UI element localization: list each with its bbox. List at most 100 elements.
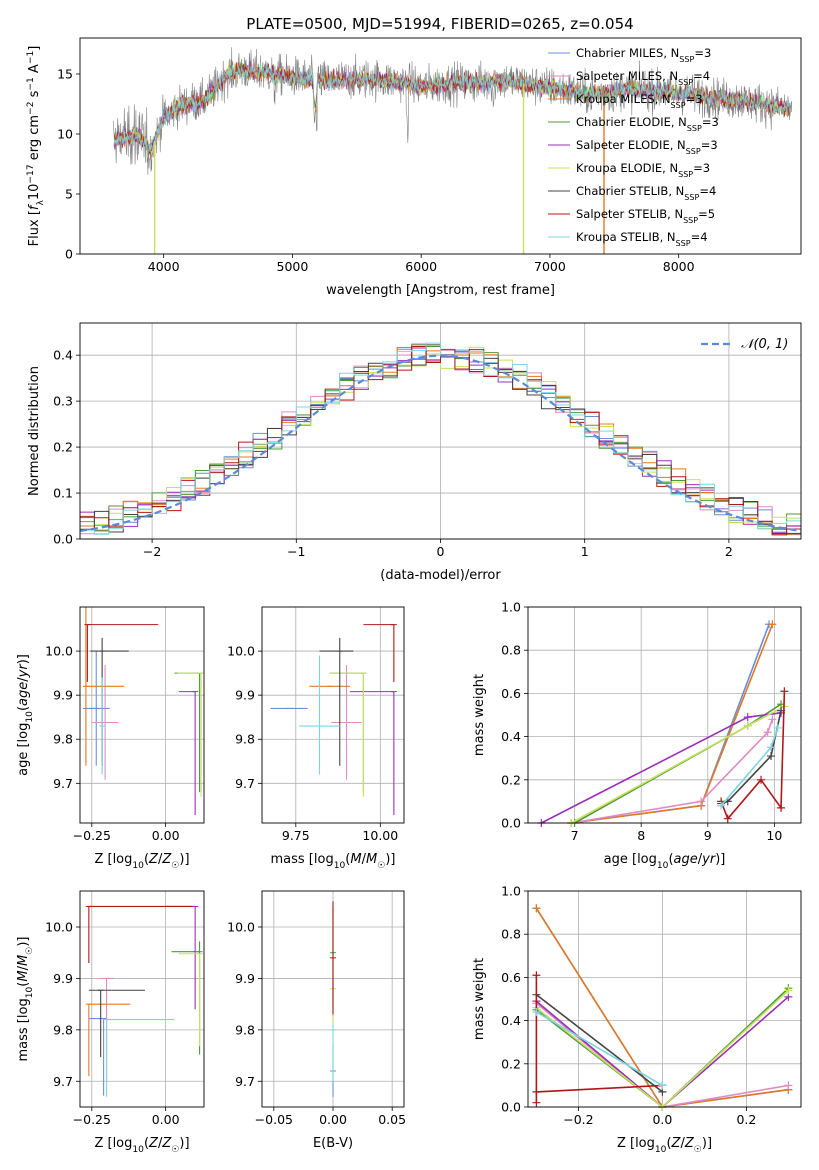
- y-tick-label: 9.7: [53, 776, 73, 791]
- y-tick-label: 10.0: [45, 644, 73, 659]
- x-tick-label: 0.00: [319, 1112, 347, 1127]
- y-tick-label: 0.2: [501, 772, 521, 787]
- x-tick-label: 0.05: [378, 1112, 406, 1127]
- series-marker-c5: [743, 721, 752, 730]
- x-tick-label: 0: [437, 544, 445, 559]
- y-tick-label: 9.7: [53, 1074, 73, 1089]
- axes-frame: [261, 890, 405, 1108]
- y-tick-label: 9.8: [235, 1022, 255, 1037]
- y-tick-label: 15: [57, 67, 73, 82]
- chart-weight-vs-age: 7 8 9 10 0.0 0.2 0.4 0.6 0.8 1.0 age [log10(age/yr…: [472, 600, 802, 871]
- x-tick-label: 2: [725, 544, 733, 559]
- x-tick-label: 10.00: [362, 828, 398, 843]
- x-tick-label: −1: [287, 544, 305, 559]
- x-tick-label: 0.0: [652, 1112, 672, 1127]
- axes-frame: [79, 606, 205, 824]
- legend-label: Chabrier STELIB, NSSP=4: [576, 184, 716, 202]
- y-tick-label: 10.0: [227, 920, 255, 935]
- axes-frame: [79, 37, 802, 255]
- y-tick-label: 0.0: [501, 1100, 521, 1115]
- series-marker-c8: [658, 1081, 667, 1090]
- x-axis-label: wavelength [Angstrom, rest frame]: [326, 283, 555, 298]
- x-axis-label: mass [log10(M/M☉)]: [270, 852, 395, 871]
- x-tick-label: −0.25: [73, 1112, 111, 1127]
- series-marker-c8: [532, 1007, 541, 1016]
- y-tick-label: 9.9: [53, 688, 73, 703]
- series-marker-c1: [784, 1081, 793, 1090]
- observed-spectrum: [113, 47, 792, 175]
- series-line-c7: [535, 975, 663, 1103]
- x-tick-label: 4000: [148, 259, 180, 274]
- series-marker-c8: [773, 723, 782, 732]
- y-tick-label: 0.8: [501, 927, 521, 942]
- axes-frame: [527, 890, 802, 1108]
- series-line-c1: [571, 719, 774, 824]
- y-tick-label: 0.0: [501, 816, 521, 831]
- y-tick-label: 0.2: [501, 1056, 521, 1071]
- chart-age-vs-mass: 9.75 10.00 9.7 9.8 9.9 10.0 mass [log10(M/M☉)]: [227, 606, 405, 871]
- x-tick-label: −0.05: [255, 1112, 293, 1127]
- y-tick-label: 0.4: [501, 1013, 521, 1028]
- x-tick-label: −0.25: [73, 828, 111, 843]
- y-tick-label: 0.6: [501, 686, 521, 701]
- series-marker-c6: [767, 752, 776, 761]
- x-tick-label: 9.75: [282, 828, 310, 843]
- x-tick-label: 9: [704, 828, 712, 843]
- x-tick-label: 10: [766, 828, 782, 843]
- y-tick-label: 9.8: [53, 732, 73, 747]
- x-tick-label: 0.00: [152, 828, 180, 843]
- series-line-c4: [540, 712, 782, 824]
- chart-mass-vs-Z: −0.25 0.00 9.7 9.8 9.9 10.0 Z [log10(Z/Z☉)] mas…: [16, 890, 205, 1155]
- chart-age-vs-Z: −0.25 0.00 9.7 9.8 9.9 10.0 Z [log10(Z/Z☉)] age…: [16, 606, 205, 871]
- y-tick-label: 0.4: [501, 729, 521, 744]
- chart-mass-vs-ebv: −0.05 0.00 0.05 9.7 9.8 9.9 10.0: [227, 890, 406, 1127]
- y-tick-label: 9.9: [235, 971, 255, 986]
- y-tick-label: 9.7: [235, 776, 255, 791]
- legend-label: Kroupa STELIB, NSSP=4: [576, 230, 708, 248]
- legend-label: Chabrier MILES, NSSP=3: [576, 46, 711, 64]
- series-marker-c2: [532, 904, 541, 913]
- series-line-c2: [571, 624, 774, 824]
- axes-frame: [527, 606, 802, 824]
- y-tick-label: 10.0: [45, 920, 73, 935]
- legend-label: Salpeter ELODIE, NSSP=3: [576, 138, 718, 156]
- series-marker-c7: [780, 687, 789, 696]
- x-axis-label: (data-model)/error: [380, 568, 501, 583]
- legend-label: Kroupa ELODIE, NSSP=3: [576, 161, 710, 179]
- y-tick-label: 9.9: [235, 688, 255, 703]
- series-marker-c2: [768, 620, 777, 629]
- series-line-c8: [535, 1011, 663, 1087]
- series-marker-c7: [532, 1087, 541, 1096]
- y-axis-label: Flux [fλ10−17 erg cm−2 s−1 A−1]: [26, 46, 46, 247]
- figure-title: PLATE=0500, MJD=51994, FIBERID=0265, z=0…: [246, 15, 633, 33]
- x-tick-label: −0.2: [563, 1112, 593, 1127]
- axes-frame: [79, 890, 205, 1108]
- y-tick-label: 10: [57, 127, 73, 142]
- x-tick-label: 8: [637, 828, 645, 843]
- series-marker-c1: [768, 715, 777, 724]
- histograms: [80, 342, 801, 538]
- y-tick-label: 0.8: [501, 643, 521, 658]
- x-tick-label: 0.2: [736, 1112, 756, 1127]
- y-tick-label: 0.3: [53, 394, 73, 409]
- y-tick-label: 1.0: [501, 884, 521, 899]
- x-tick-label: 7000: [534, 259, 566, 274]
- series-marker-c7: [532, 1098, 541, 1107]
- legend-label-gauss: 𝒩(0, 1): [741, 337, 788, 352]
- series-marker-c8: [717, 801, 726, 810]
- x-tick-label: 5000: [277, 259, 309, 274]
- x-tick-label: 1: [581, 544, 589, 559]
- y-tick-label: 9.7: [235, 1074, 255, 1089]
- y-tick-label: 9.9: [53, 971, 73, 986]
- model-spectrum-c8: [113, 63, 792, 153]
- y-axis-label: mass weight: [472, 958, 487, 1040]
- x-axis-label: Z [log10(Z/Z☉)]: [94, 852, 189, 871]
- y-tick-label: 0.2: [53, 440, 73, 455]
- x-tick-label: 0.00: [152, 1112, 180, 1127]
- series-marker-c7: [777, 803, 786, 812]
- y-tick-label: 9.8: [235, 732, 255, 747]
- axes-frame: [261, 606, 405, 824]
- y-tick-label: 0.6: [501, 970, 521, 985]
